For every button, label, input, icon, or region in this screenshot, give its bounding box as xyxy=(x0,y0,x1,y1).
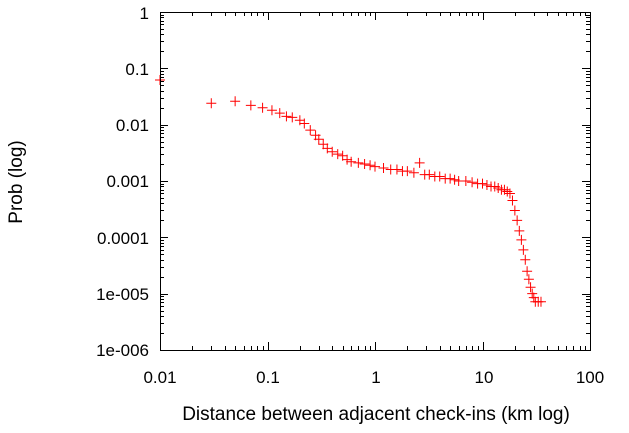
y-tick-label-0: 1e-006 xyxy=(96,341,149,360)
x-axis-label: Distance between adjacent check-ins (km … xyxy=(182,404,570,425)
data-point xyxy=(359,159,370,170)
y-tick-label-5: 0.1 xyxy=(125,60,149,79)
data-point xyxy=(481,179,492,190)
data-points xyxy=(155,75,546,307)
data-point xyxy=(499,184,510,195)
data-point xyxy=(509,205,520,216)
data-point xyxy=(370,161,380,172)
data-point xyxy=(535,296,546,307)
y-axis-label: Prob (log) xyxy=(6,140,27,223)
data-point xyxy=(281,111,292,122)
data-point xyxy=(434,171,445,182)
y-tick-label-1: 1e-005 xyxy=(96,285,149,304)
data-point xyxy=(512,215,523,226)
data-point xyxy=(520,254,531,265)
data-point xyxy=(477,178,488,189)
data-point xyxy=(299,118,310,129)
data-point xyxy=(365,160,376,171)
data-point xyxy=(467,177,478,188)
data-point xyxy=(504,188,515,199)
data-point xyxy=(342,154,353,165)
x-tick-label-1: 0.1 xyxy=(256,368,280,387)
data-point xyxy=(527,288,538,299)
data-point xyxy=(327,146,338,157)
y-tick-label-4: 0.01 xyxy=(116,116,149,135)
y-tick-label-3: 0.001 xyxy=(106,172,149,191)
data-point xyxy=(318,139,329,150)
data-point xyxy=(305,125,316,136)
data-point xyxy=(528,292,539,303)
data-point xyxy=(245,100,256,111)
data-point xyxy=(257,102,268,113)
y-tick-label-6: 1 xyxy=(140,4,149,23)
data-point xyxy=(313,134,324,145)
data-point xyxy=(514,225,525,236)
data-point xyxy=(266,105,277,116)
data-point xyxy=(353,157,364,168)
data-point xyxy=(402,166,413,177)
data-point xyxy=(424,169,435,180)
data-point xyxy=(502,186,513,197)
data-point xyxy=(525,282,536,293)
data-point xyxy=(414,157,425,168)
x-tick-label-3: 10 xyxy=(475,368,494,387)
x-tick-label-2: 1 xyxy=(371,368,380,387)
data-point xyxy=(378,163,389,174)
x-tick-label-0: 0.01 xyxy=(143,368,176,387)
data-point xyxy=(445,173,456,184)
data-point xyxy=(523,274,534,285)
data-point xyxy=(507,195,518,206)
data-point xyxy=(346,156,357,167)
data-point xyxy=(206,98,217,109)
data-point xyxy=(449,174,460,185)
data-point xyxy=(287,112,298,123)
axis-ticks xyxy=(160,12,591,351)
data-point xyxy=(460,176,471,186)
y-tick-label-2: 0.0001 xyxy=(97,229,149,248)
data-point xyxy=(408,167,419,178)
data-point xyxy=(516,234,527,245)
data-point xyxy=(518,244,529,255)
data-point xyxy=(230,96,241,107)
data-point xyxy=(332,149,343,160)
data-point xyxy=(391,164,402,175)
data-point xyxy=(274,108,285,119)
x-tick-label-4: 100 xyxy=(576,368,604,387)
data-point xyxy=(522,266,533,277)
